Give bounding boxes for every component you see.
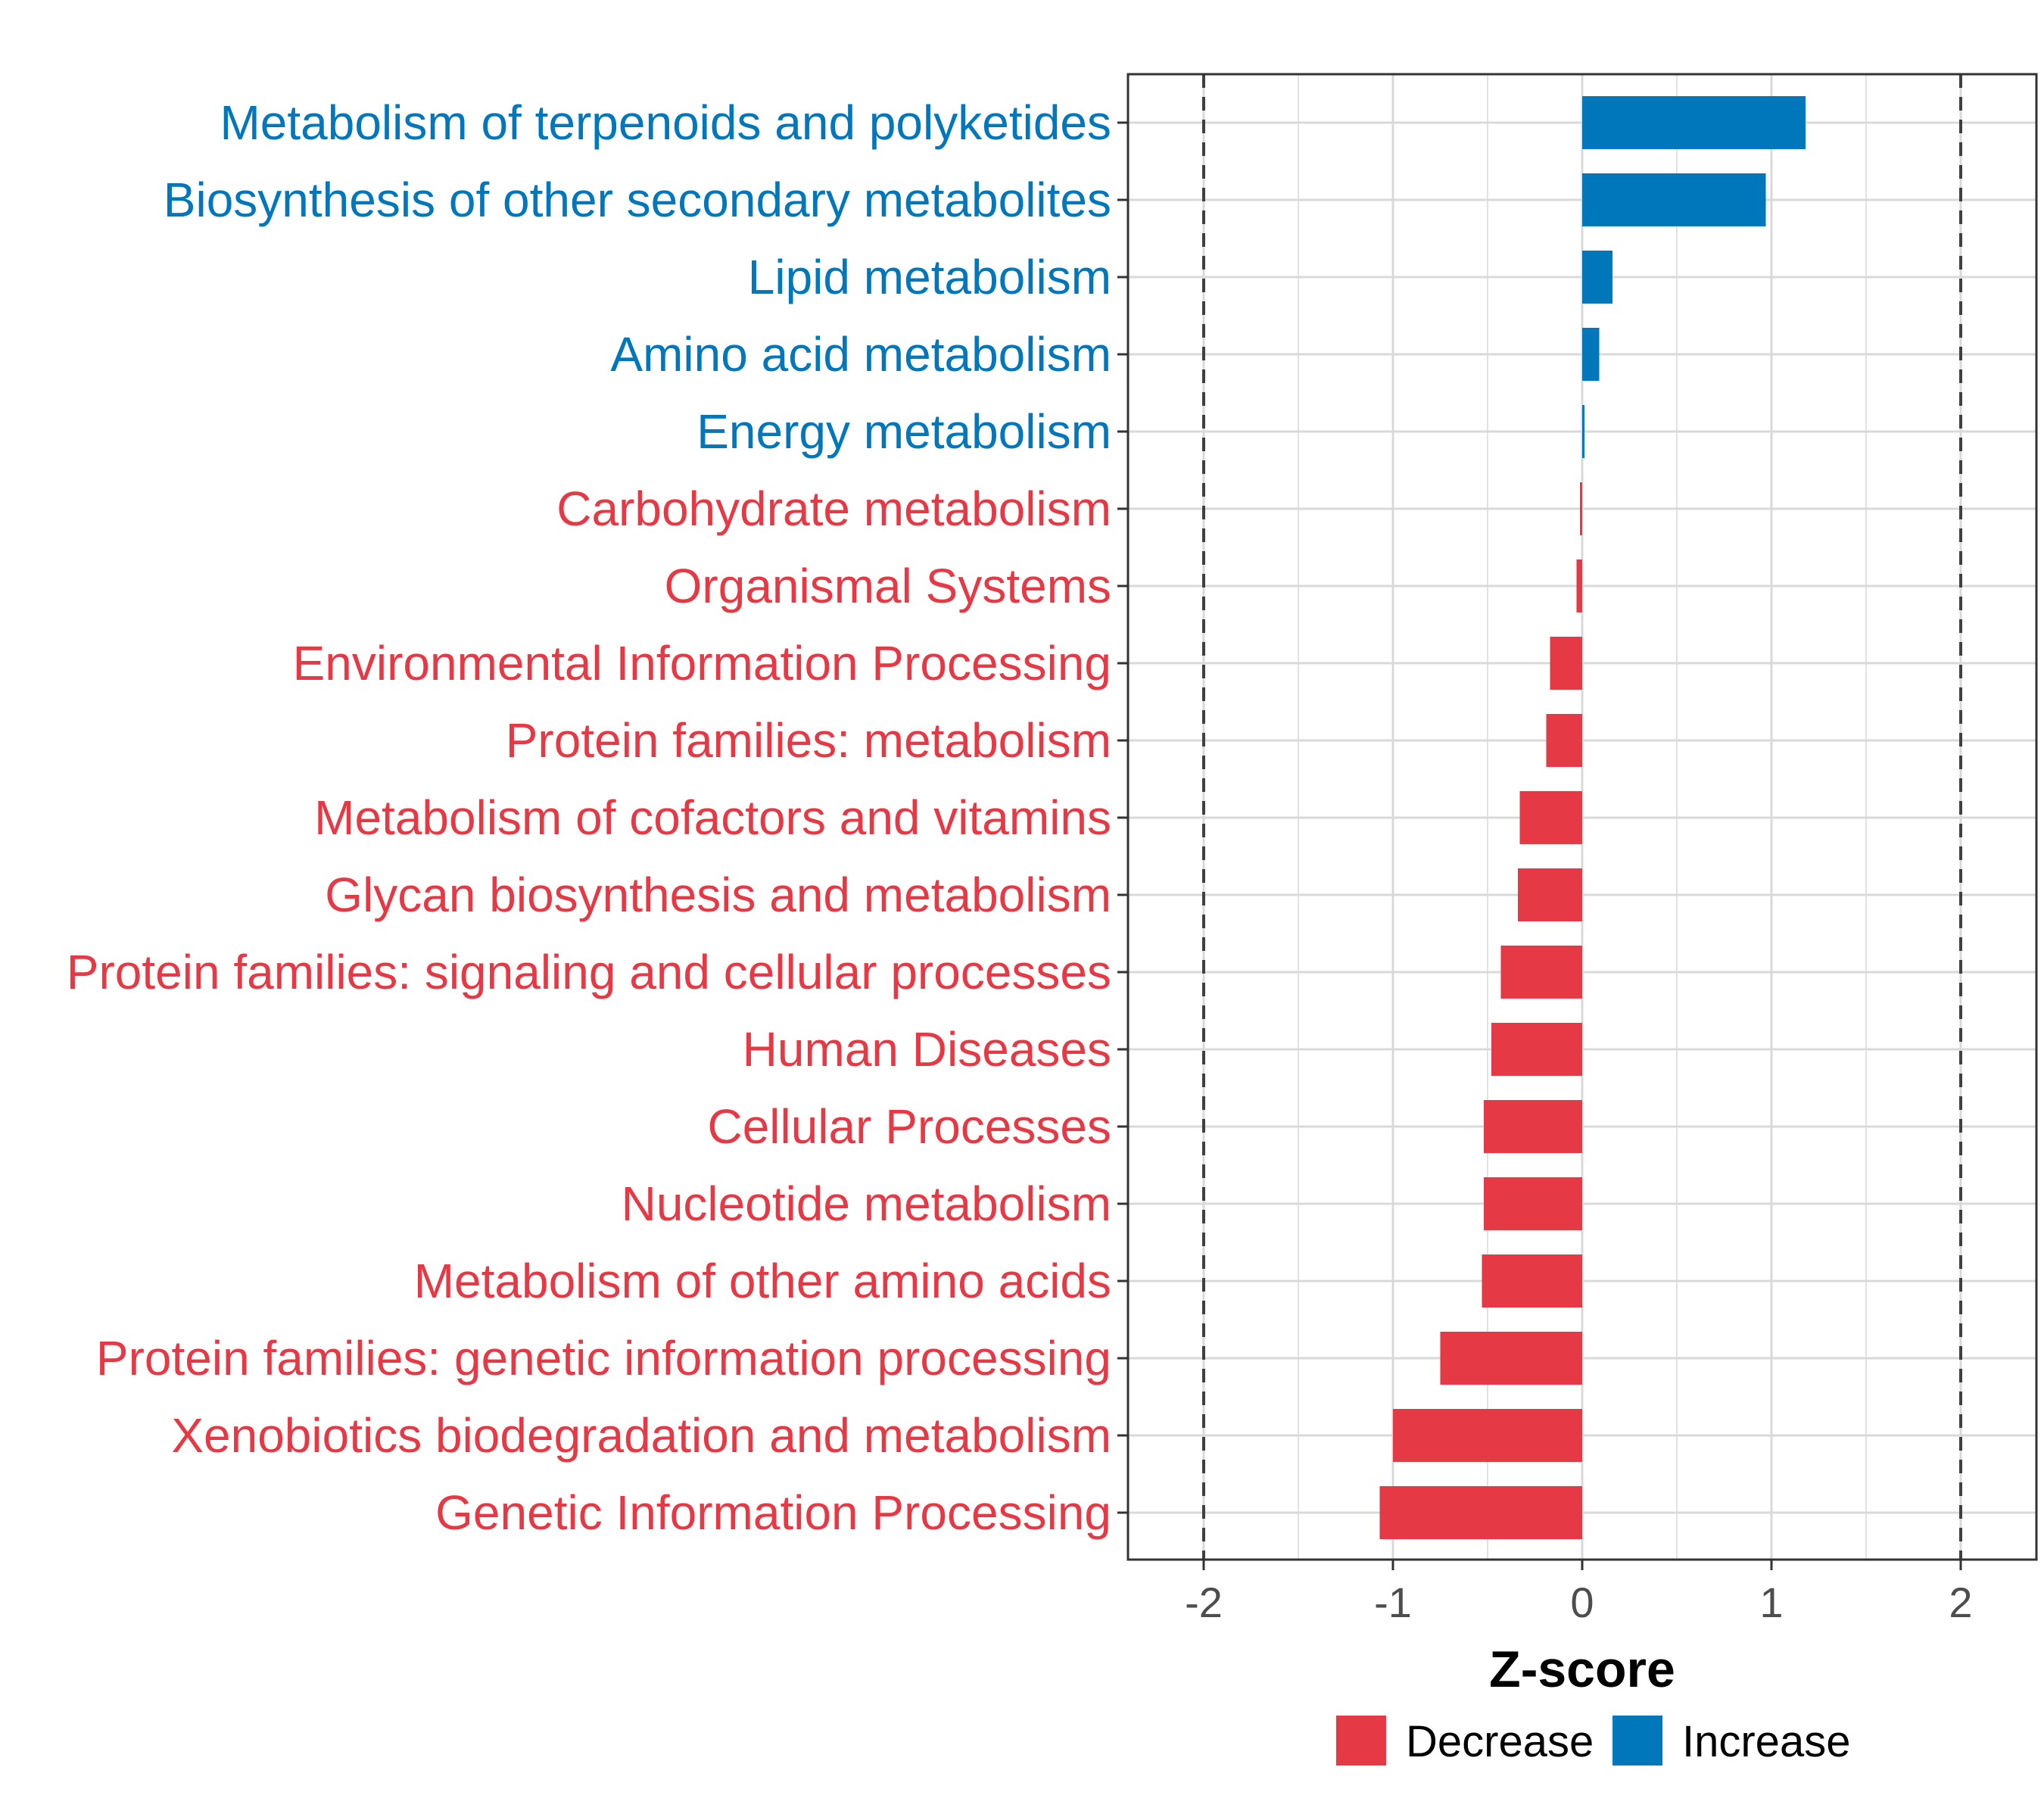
category-label: Glycan biosynthesis and metabolism bbox=[325, 868, 1111, 922]
category-label: Lipid metabolism bbox=[748, 250, 1111, 304]
category-label: Genetic Information Processing bbox=[435, 1485, 1111, 1540]
bar bbox=[1500, 946, 1582, 999]
category-label: Metabolism of other amino acids bbox=[414, 1254, 1111, 1308]
category-label: Protein families: signaling and cellular… bbox=[67, 945, 1111, 999]
bar bbox=[1440, 1332, 1582, 1385]
bar bbox=[1546, 714, 1582, 767]
category-label: Environmental Information Processing bbox=[293, 636, 1111, 690]
bar bbox=[1582, 173, 1766, 226]
bar bbox=[1550, 637, 1582, 690]
category-label: Human Diseases bbox=[743, 1022, 1111, 1077]
bar bbox=[1582, 96, 1806, 149]
category-label: Biosynthesis of other secondary metaboli… bbox=[164, 173, 1111, 227]
category-label: Metabolism of terpenoids and polyketides bbox=[220, 95, 1111, 150]
bar bbox=[1379, 1486, 1582, 1539]
category-label: Energy metabolism bbox=[696, 404, 1111, 459]
legend: Decrease Increase bbox=[1336, 1716, 1850, 1766]
legend-label-decrease: Decrease bbox=[1406, 1717, 1594, 1766]
x-tick-label: 1 bbox=[1759, 1579, 1783, 1626]
bar bbox=[1580, 482, 1582, 535]
bar bbox=[1582, 251, 1612, 304]
reference-lines bbox=[1202, 74, 1962, 1560]
x-axis-title: Z-score bbox=[1489, 1641, 1675, 1698]
x-tick-label: 0 bbox=[1570, 1579, 1594, 1626]
category-label: Xenobiotics biodegradation and metabolis… bbox=[171, 1408, 1111, 1463]
y-axis-ticks bbox=[1117, 121, 1128, 1514]
category-label: Metabolism of cofactors and vitamins bbox=[314, 790, 1111, 845]
category-label: Organismal Systems bbox=[665, 559, 1111, 613]
legend-key-increase bbox=[1612, 1716, 1662, 1766]
bar bbox=[1491, 1023, 1582, 1076]
category-label: Cellular Processes bbox=[707, 1099, 1111, 1154]
bars bbox=[1379, 96, 1806, 1539]
bar bbox=[1582, 328, 1600, 381]
x-axis-ticks: -2 -1 0 1 2 bbox=[1185, 1560, 1973, 1626]
x-tick-label: -1 bbox=[1374, 1579, 1412, 1626]
bar bbox=[1484, 1100, 1582, 1153]
category-label: Protein families: metabolism bbox=[506, 713, 1111, 768]
bar bbox=[1484, 1177, 1582, 1230]
bar bbox=[1518, 868, 1582, 921]
legend-label-increase: Increase bbox=[1682, 1717, 1850, 1766]
y-axis-category-labels: Metabolism of terpenoids and polyketides… bbox=[67, 95, 1111, 1540]
bar bbox=[1582, 405, 1584, 458]
bar bbox=[1576, 559, 1582, 612]
bar bbox=[1393, 1409, 1582, 1462]
x-tick-label: -2 bbox=[1185, 1579, 1223, 1626]
category-label: Nucleotide metabolism bbox=[622, 1177, 1111, 1231]
category-label: Carbohydrate metabolism bbox=[556, 482, 1111, 536]
bar bbox=[1482, 1254, 1582, 1307]
category-label: Amino acid metabolism bbox=[610, 327, 1111, 382]
x-tick-label: 2 bbox=[1949, 1579, 1972, 1626]
category-label: Protein families: genetic information pr… bbox=[96, 1331, 1111, 1385]
legend-key-decrease bbox=[1336, 1716, 1386, 1766]
bar bbox=[1519, 791, 1582, 844]
